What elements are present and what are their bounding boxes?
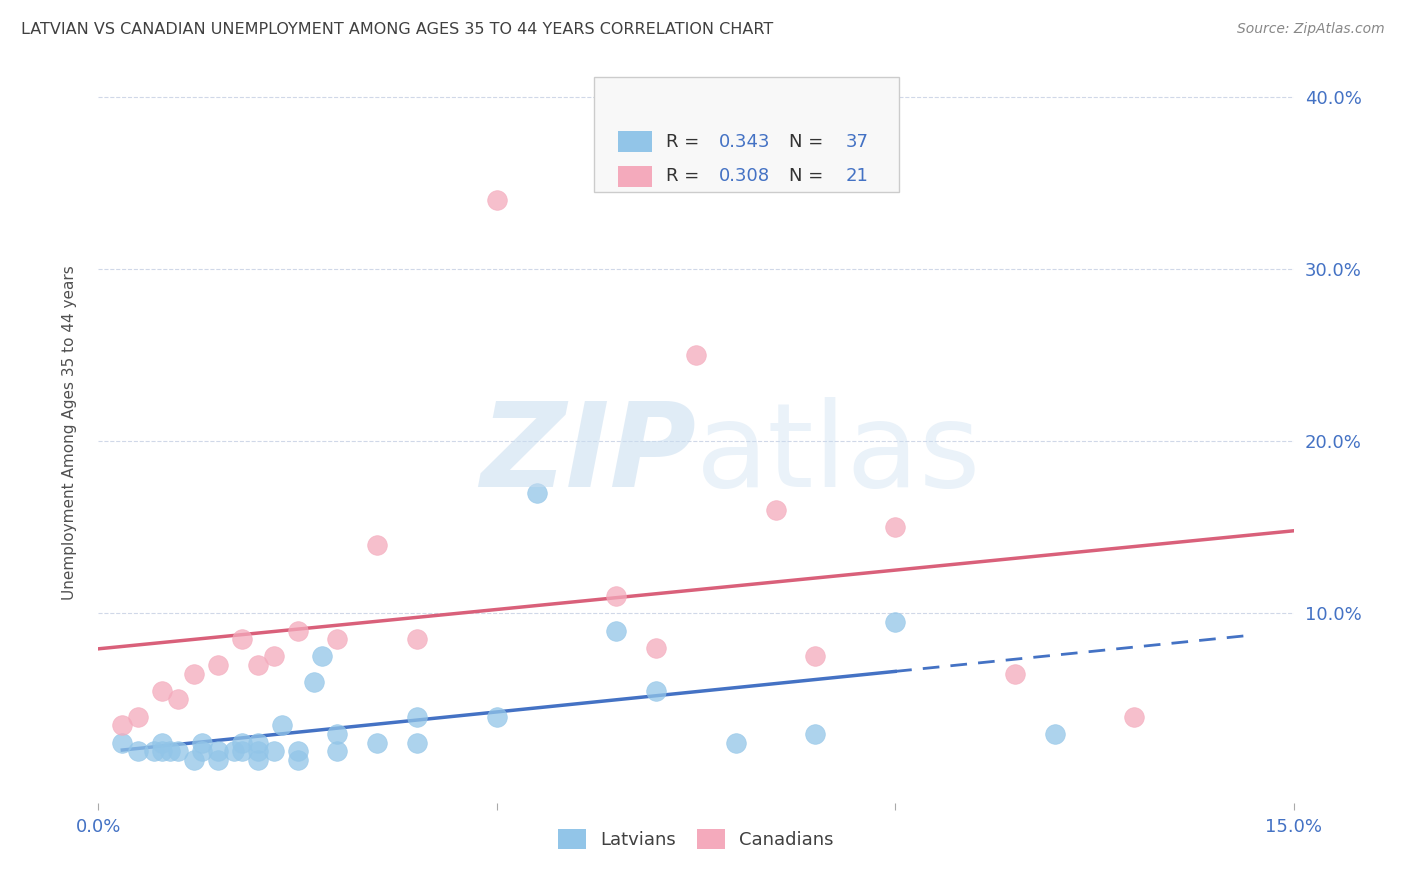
Point xyxy=(326,727,349,741)
Text: 0.343: 0.343 xyxy=(718,133,770,151)
Point xyxy=(263,744,285,758)
Point xyxy=(884,520,907,534)
Point xyxy=(246,735,269,749)
Point xyxy=(207,753,229,767)
Point xyxy=(246,753,269,767)
Point xyxy=(804,649,827,664)
Point xyxy=(167,692,190,706)
Point xyxy=(167,744,190,758)
Point xyxy=(406,709,429,723)
Point xyxy=(150,684,173,698)
Point xyxy=(231,632,253,647)
Point xyxy=(311,649,333,664)
Point xyxy=(526,486,548,500)
Point xyxy=(804,727,827,741)
Bar xyxy=(619,166,652,186)
Point xyxy=(287,753,309,767)
Point xyxy=(246,744,269,758)
Point xyxy=(326,632,349,647)
Point xyxy=(1004,666,1026,681)
Text: ZIP: ZIP xyxy=(479,397,696,512)
Point xyxy=(645,684,668,698)
Point xyxy=(302,675,325,690)
Text: LATVIAN VS CANADIAN UNEMPLOYMENT AMONG AGES 35 TO 44 YEARS CORRELATION CHART: LATVIAN VS CANADIAN UNEMPLOYMENT AMONG A… xyxy=(21,22,773,37)
Point xyxy=(159,744,181,758)
Point xyxy=(111,718,134,732)
Text: atlas: atlas xyxy=(696,397,981,512)
Text: R =: R = xyxy=(666,168,704,186)
Point xyxy=(366,735,388,749)
Point xyxy=(724,735,747,749)
Point xyxy=(605,624,627,638)
Point xyxy=(231,735,253,749)
Text: R =: R = xyxy=(666,133,704,151)
Point xyxy=(150,735,173,749)
Point xyxy=(645,640,668,655)
Text: N =: N = xyxy=(789,168,830,186)
Point xyxy=(1123,709,1146,723)
Bar xyxy=(619,131,652,152)
Point xyxy=(207,658,229,673)
Point xyxy=(406,735,429,749)
Point xyxy=(765,503,787,517)
Point xyxy=(191,744,214,758)
Point xyxy=(366,537,388,551)
Point xyxy=(222,744,245,758)
Text: 0.308: 0.308 xyxy=(718,168,770,186)
Point xyxy=(207,744,229,758)
Point xyxy=(326,744,349,758)
Legend: Latvians, Canadians: Latvians, Canadians xyxy=(551,822,841,856)
Point xyxy=(246,658,269,673)
Point xyxy=(143,744,166,758)
Point xyxy=(605,589,627,603)
Point xyxy=(406,632,429,647)
Point xyxy=(485,193,508,207)
Text: 37: 37 xyxy=(845,133,869,151)
Point xyxy=(150,744,173,758)
Text: Source: ZipAtlas.com: Source: ZipAtlas.com xyxy=(1237,22,1385,37)
Point xyxy=(884,615,907,629)
Point xyxy=(183,666,205,681)
Point xyxy=(485,709,508,723)
Point xyxy=(183,753,205,767)
Point xyxy=(1043,727,1066,741)
Point xyxy=(287,744,309,758)
Point xyxy=(127,709,149,723)
Point xyxy=(685,348,707,362)
Point xyxy=(111,735,134,749)
Y-axis label: Unemployment Among Ages 35 to 44 years: Unemployment Among Ages 35 to 44 years xyxy=(62,265,77,600)
Point xyxy=(191,735,214,749)
Point xyxy=(287,624,309,638)
Point xyxy=(231,744,253,758)
Text: 21: 21 xyxy=(845,168,869,186)
Text: N =: N = xyxy=(789,133,830,151)
Point xyxy=(263,649,285,664)
Point xyxy=(270,718,292,732)
FancyBboxPatch shape xyxy=(595,78,900,192)
Point xyxy=(127,744,149,758)
